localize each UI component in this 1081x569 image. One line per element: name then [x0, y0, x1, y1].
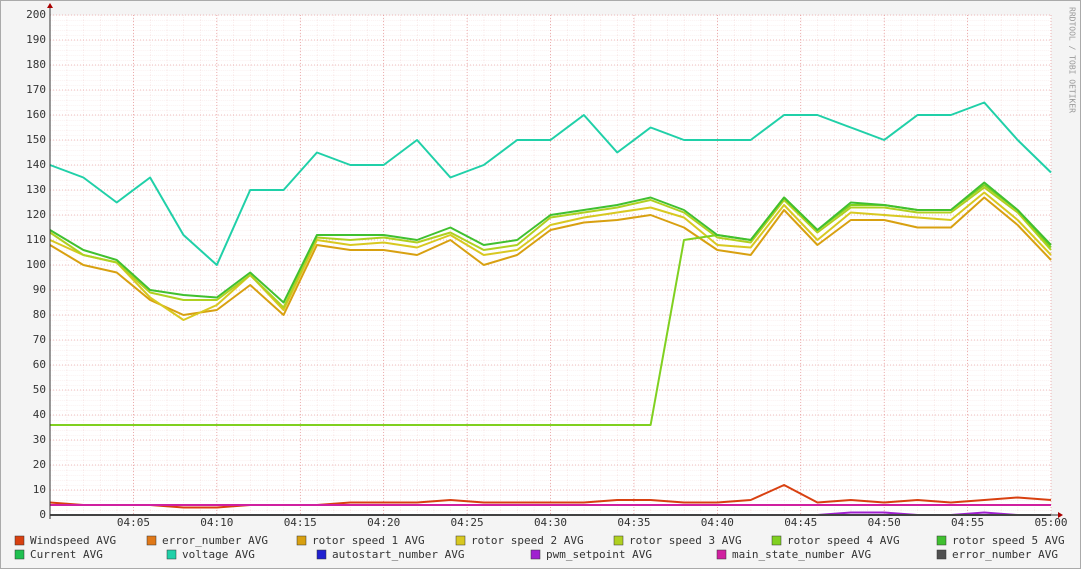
- y-tick-label: 110: [26, 233, 46, 246]
- y-arrow: [47, 3, 53, 8]
- legend-swatch: [14, 535, 25, 546]
- legend-label: error_number AVG: [162, 534, 268, 547]
- legend-label: rotor speed 5 AVG: [952, 534, 1065, 547]
- series-line: [49, 186, 1052, 309]
- grid: [50, 14, 1052, 516]
- x-tick-label: 04:35: [617, 516, 650, 529]
- legend-label: main_state_number AVG: [732, 548, 871, 561]
- legend-label: voltage AVG: [182, 548, 255, 561]
- legend: Windspeed AVG error_number AVG rotor speed…: [14, 534, 1065, 561]
- x-tick-label: 04:55: [951, 516, 984, 529]
- y-tick-label: 200: [26, 8, 46, 21]
- x-tick-label: 04:30: [534, 516, 567, 529]
- y-tick-label: 30: [33, 433, 46, 446]
- x-tick-label: 04:45: [784, 516, 817, 529]
- legend-swatch: [530, 549, 541, 560]
- series-line: [49, 181, 1052, 304]
- y-tick-label: 40: [33, 408, 46, 421]
- y-tick-label: 70: [33, 333, 46, 346]
- legend-label: pwm_setpoint AVG: [546, 548, 652, 561]
- legend-label: autostart_number AVG: [332, 548, 464, 561]
- y-tick-label: 100: [26, 258, 46, 271]
- x-tick-label: 04:10: [200, 516, 233, 529]
- legend-swatch: [936, 535, 947, 546]
- y-tick-label: 190: [26, 33, 46, 46]
- y-tick-label: 20: [33, 458, 46, 471]
- legend-swatch: [771, 535, 782, 546]
- legend-swatch: [14, 549, 25, 560]
- legend-swatch: [716, 549, 727, 560]
- y-tick-label: 170: [26, 83, 46, 96]
- legend-label: rotor speed 3 AVG: [629, 534, 742, 547]
- y-tick-label: 120: [26, 208, 46, 221]
- x-tick-label: 04:05: [117, 516, 150, 529]
- x-arrow: [1058, 512, 1063, 518]
- y-tick-label: 60: [33, 358, 46, 371]
- legend-swatch: [613, 535, 624, 546]
- legend-label: Windspeed AVG: [30, 534, 116, 547]
- y-tick-label: 150: [26, 133, 46, 146]
- y-tick-label: 130: [26, 183, 46, 196]
- x-tick-label: 04:50: [868, 516, 901, 529]
- x-tick-label: 05:00: [1034, 516, 1067, 529]
- legend-label: rotor speed 4 AVG: [787, 534, 900, 547]
- series-line: [49, 101, 1052, 266]
- legend-label: rotor speed 1 AVG: [312, 534, 425, 547]
- y-tick-label: 180: [26, 58, 46, 71]
- x-tick-label: 04:20: [367, 516, 400, 529]
- legend-label: rotor speed 2 AVG: [471, 534, 584, 547]
- series-line: [49, 191, 1052, 321]
- series-line: [49, 196, 1052, 316]
- y-tick-label: 80: [33, 308, 46, 321]
- x-tick-label: 04:40: [701, 516, 734, 529]
- legend-swatch: [455, 535, 466, 546]
- y-tick-label: 140: [26, 158, 46, 171]
- legend-swatch: [936, 549, 947, 560]
- x-tick-label: 04:15: [284, 516, 317, 529]
- y-tick-label: 10: [33, 483, 46, 496]
- y-tick-label: 50: [33, 383, 46, 396]
- series-line: [49, 484, 1052, 509]
- legend-label: error_number AVG: [952, 548, 1058, 561]
- y-tick-label: 160: [26, 108, 46, 121]
- y-tick-label: 0: [39, 508, 46, 521]
- legend-swatch: [296, 535, 307, 546]
- legend-swatch: [166, 549, 177, 560]
- legend-label: Current AVG: [30, 548, 103, 561]
- y-tick-label: 90: [33, 283, 46, 296]
- watermark: RRDTOOL / TOBI OETIKER: [1068, 7, 1077, 113]
- x-tick-label: 04:25: [451, 516, 484, 529]
- legend-swatch: [316, 549, 327, 560]
- legend-swatch: [146, 535, 157, 546]
